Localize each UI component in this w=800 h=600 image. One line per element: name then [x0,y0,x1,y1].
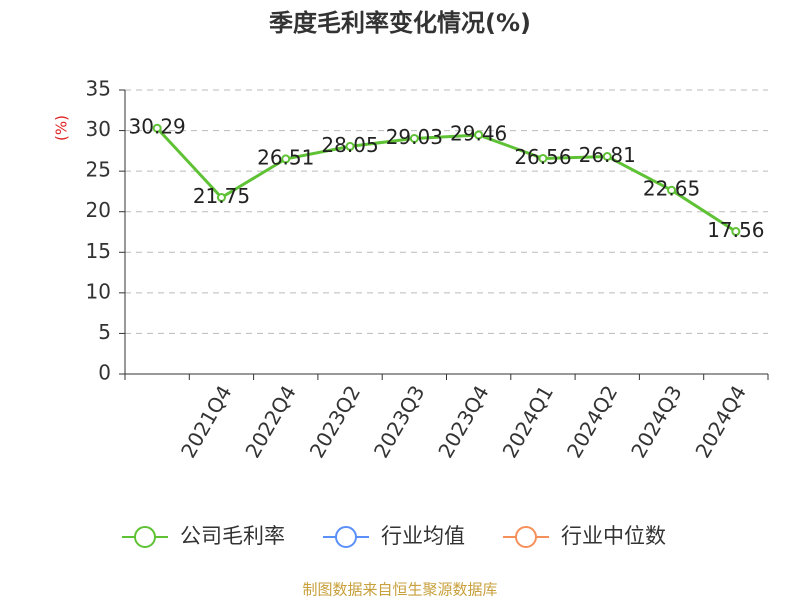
x-tick-label: 2022Q4 [240,381,300,462]
x-tick-label: 2023Q3 [369,381,429,462]
data-point [216,193,226,203]
x-tick-label: 2023Q2 [305,381,365,462]
data-label: 29.46 [450,121,507,145]
data-label: 22.65 [643,177,700,201]
y-tick-label: 0 [98,361,111,385]
data-point [538,153,548,163]
data-label: 21.75 [193,184,250,208]
x-tick-label: 2024Q3 [626,381,686,462]
series-line [156,127,737,233]
y-tick-label: 10 [86,279,111,303]
data-label: 28.05 [321,133,378,157]
data-point [731,227,741,237]
legend-label: 行业中位数 [561,524,666,548]
data-label: 26.56 [514,145,571,169]
chart-title: 季度毛利率变化情况(%) [269,9,531,37]
y-tick-label: 30 [86,117,111,141]
y-tick-label: 15 [86,239,111,263]
legend-marker [134,526,156,548]
data-point [409,133,419,143]
legend-label: 行业均值 [381,524,465,548]
x-tick-label: 2023Q4 [433,381,493,462]
x-tick-label: 2024Q2 [562,381,622,462]
y-tick-label: 25 [86,158,111,182]
data-label: 26.51 [257,145,314,169]
y-tick-label: 5 [98,320,111,344]
data-point [602,151,612,161]
x-tick-label: 2024Q1 [498,381,558,462]
data-label: 29.03 [386,125,443,149]
y-tick-label: 35 [86,77,111,101]
x-tick-label: 2021Q4 [176,381,236,462]
legend-marker [515,526,537,548]
data-point [474,130,484,140]
data-point [345,141,355,151]
data-label: 26.81 [579,143,636,167]
data-label: 17.56 [707,218,764,242]
source-note: 制图数据来自恒生聚源数据库 [302,581,497,599]
data-point [152,123,162,133]
y-tick-label: 20 [86,198,111,222]
data-label: 30.29 [129,115,186,139]
legend-marker [335,526,357,548]
data-point [281,154,291,164]
x-tick-label: 2024Q4 [690,381,750,462]
y-axis-label: (%) [53,115,71,141]
data-point [667,185,677,195]
legend-label: 公司毛利率 [180,524,285,548]
